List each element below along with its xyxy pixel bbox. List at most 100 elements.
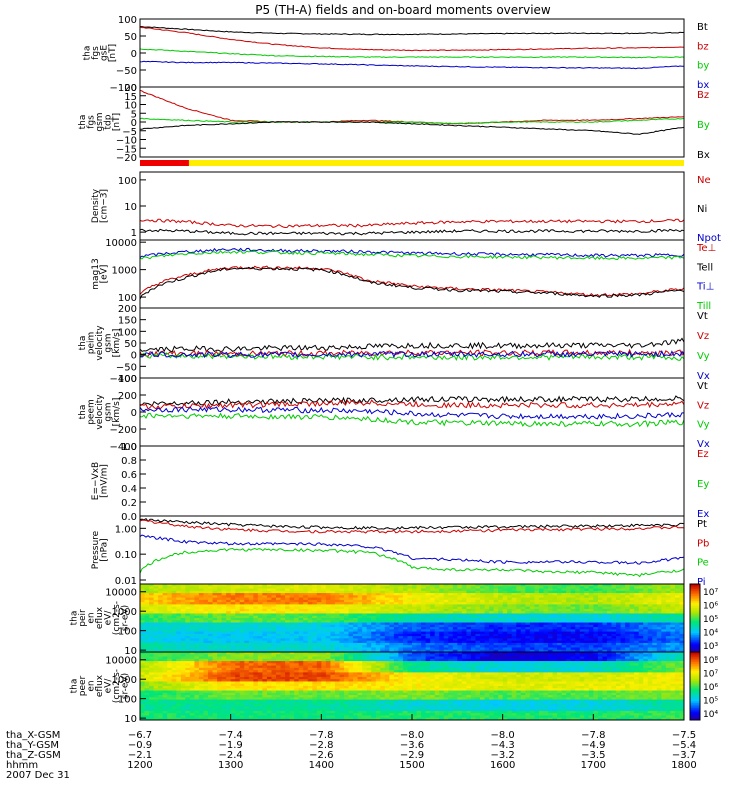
spectrogram-cell (248, 665, 254, 669)
spectrogram-cell (176, 658, 182, 662)
spectrogram-cell (461, 622, 467, 626)
spectrogram-cell (321, 663, 327, 667)
spectrogram-cell (674, 595, 680, 599)
spectrogram-cell (208, 624, 214, 628)
spectrogram-cell (248, 633, 254, 637)
spectrogram-cell (588, 629, 594, 633)
spectrogram-cell (402, 649, 408, 653)
spectrogram-cell (362, 661, 368, 664)
spectrogram-cell (189, 636, 195, 639)
spectrogram-cell (180, 622, 186, 626)
spectrogram-cell (208, 647, 214, 651)
spectrogram-cell (244, 633, 250, 637)
spectrogram-cell (303, 593, 309, 596)
spectrogram-cell (443, 642, 449, 646)
spectrogram-cell (357, 647, 363, 651)
spectrogram-cell (276, 667, 282, 671)
spectrogram-cell (548, 640, 554, 644)
spectrogram-cell (334, 588, 340, 592)
spectrogram-cell (484, 654, 490, 658)
spectrogram-cell (520, 622, 526, 626)
spectrogram-cell (271, 624, 277, 628)
spectrogram-cell (402, 602, 408, 605)
spectrogram-cell (548, 606, 554, 610)
spectrogram-cell (665, 588, 671, 592)
spectrogram-cell (652, 631, 658, 635)
spectrogram-cell (665, 622, 671, 626)
spectrogram-cell (616, 647, 622, 651)
spectrogram-cell (271, 642, 277, 646)
spectrogram-cell (443, 631, 449, 635)
spectrogram-cell (276, 608, 282, 612)
spectrogram-cell (257, 602, 263, 605)
spectrogram-cell (439, 663, 445, 667)
spectrogram-cell (557, 636, 563, 639)
y-axis-label: mag13 (91, 258, 101, 289)
spectrogram-cell (257, 608, 263, 612)
spectrogram-cell (493, 602, 499, 605)
spectrogram-cell (239, 618, 245, 621)
spectrogram-cell (380, 586, 386, 590)
spectrogram-cell (511, 608, 517, 612)
spectrogram-cell (584, 627, 590, 630)
spectrogram-cell (180, 672, 186, 676)
spectrogram-cell (398, 613, 404, 617)
spectrogram-cell (575, 590, 581, 594)
spectrogram-cell (289, 656, 295, 660)
spectrogram-cell (348, 663, 354, 667)
spectrogram-cell (448, 599, 454, 603)
spectrogram-cell (579, 586, 585, 590)
spectrogram-cell (198, 602, 204, 605)
spectrogram-cell (217, 584, 223, 587)
spectrogram-cell (371, 667, 377, 671)
spectrogram-cell (575, 624, 581, 628)
spectrogram-cell (235, 665, 241, 669)
spectrogram-cell (629, 586, 635, 590)
spectrogram-cell (371, 602, 377, 605)
spectrogram-cell (543, 640, 549, 644)
spectrogram-cell (353, 611, 359, 614)
spectrogram-cell (375, 613, 381, 617)
spectrogram-cell (502, 633, 508, 637)
spectrogram-cell (466, 597, 472, 601)
spectrogram-cell (425, 611, 431, 614)
spectrogram-cell (221, 611, 227, 614)
spectrogram-cell (616, 658, 622, 662)
spectrogram-cell (325, 670, 331, 673)
spectrogram-cell (248, 654, 254, 658)
spectrogram-cell (489, 665, 495, 669)
spectrogram-cell (552, 638, 558, 642)
spectrogram-cell (466, 615, 472, 619)
spectrogram-cell (153, 665, 159, 669)
spectrogram-cell (425, 618, 431, 621)
spectrogram-cell (516, 654, 522, 658)
spectrogram-cell (344, 588, 350, 592)
spectrogram-cell (407, 654, 413, 658)
spectrogram-cell (665, 618, 671, 621)
spectrogram-cell (158, 586, 164, 590)
spectrogram-cell (321, 586, 327, 590)
spectrogram-cell (262, 584, 268, 587)
spectrogram-cell (402, 590, 408, 594)
spectrogram-cell (498, 645, 504, 648)
spectrogram-cell (529, 658, 535, 662)
spectrogram-cell (643, 663, 649, 667)
spectrogram-cell (203, 661, 209, 664)
spectrogram-cell (611, 645, 617, 648)
spectrogram-cell (248, 647, 254, 651)
spectrogram-cell (289, 665, 295, 669)
spectrogram-cell (606, 599, 612, 603)
spectrogram-cell (212, 656, 218, 660)
spectrogram-cell (575, 665, 581, 669)
spectrogram-cell (634, 588, 640, 592)
spectrogram-cell (230, 595, 236, 599)
spectrogram-cell (507, 597, 513, 601)
spectrogram-cell (416, 586, 422, 590)
spectrogram-cell (212, 599, 218, 603)
spectrogram-cell (529, 629, 535, 633)
spectrogram-cell (674, 629, 680, 633)
spectrogram-cell (529, 604, 535, 608)
spectrogram-cell (208, 670, 214, 673)
spectrogram-cell (480, 654, 486, 658)
spectrogram-cell (316, 604, 322, 608)
